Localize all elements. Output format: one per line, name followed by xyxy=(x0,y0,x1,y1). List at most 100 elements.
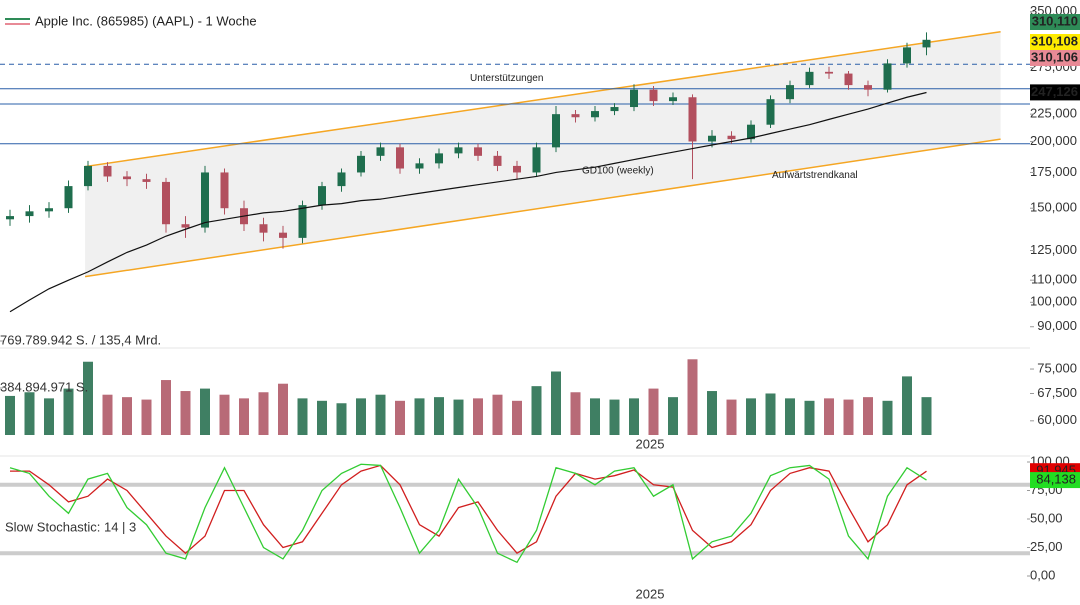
volume-bar xyxy=(473,398,483,435)
volume-bar xyxy=(746,398,756,435)
volume-bar xyxy=(102,394,113,435)
candle-body xyxy=(84,165,92,187)
stoch-tick-label: 0,00 xyxy=(1030,567,1055,582)
volume-bar xyxy=(726,399,737,435)
volume-bar xyxy=(785,398,795,435)
stoch-tick-label: 25,00 xyxy=(1030,539,1063,554)
volume-bar xyxy=(200,388,210,435)
candle-body xyxy=(396,147,404,169)
y-tick-label: 200,000 xyxy=(1030,133,1077,148)
candle-body xyxy=(45,208,53,212)
volume-bar xyxy=(414,398,425,435)
candle-body xyxy=(474,147,482,156)
candle-body xyxy=(493,155,502,166)
candle-body xyxy=(6,216,14,220)
volume-bar xyxy=(83,361,93,435)
volume-bar xyxy=(492,394,503,435)
y-tick-label: 75,000 xyxy=(1037,360,1077,375)
candle-body xyxy=(142,179,151,182)
volume-bar xyxy=(258,392,269,435)
price-label: 310,108 xyxy=(1031,33,1078,48)
volume-bar xyxy=(609,399,620,435)
y-tick-label: 150,000 xyxy=(1030,200,1077,215)
stoch-line xyxy=(9,463,927,564)
candle-body xyxy=(864,85,872,90)
volume-bar xyxy=(824,398,834,435)
volume-bar xyxy=(375,394,386,435)
volume-bar xyxy=(765,393,776,435)
volume-bar xyxy=(902,376,912,435)
candle-body xyxy=(220,172,229,209)
x-axis-label: 2025 xyxy=(636,436,665,451)
ma-label: GD100 (weekly) xyxy=(582,166,654,177)
y-tick-label: 225,000 xyxy=(1030,106,1077,121)
candle-body xyxy=(903,47,911,64)
channel-area xyxy=(85,31,1001,277)
volume-bar xyxy=(278,383,288,435)
candle-body xyxy=(610,107,619,112)
candle-body xyxy=(357,155,365,173)
volume-bar xyxy=(5,395,15,435)
volume-bar xyxy=(336,403,347,435)
price-label: 247,126 xyxy=(1031,84,1078,99)
volume-bar xyxy=(161,380,171,435)
candle-body xyxy=(201,172,209,228)
stoch-value-box xyxy=(1030,472,1080,489)
volume-bar xyxy=(687,359,698,435)
volume-bar xyxy=(395,400,405,435)
volume-bar xyxy=(24,392,35,435)
price-label: 310,106 xyxy=(1031,49,1078,64)
candle-body xyxy=(786,85,794,100)
candle-body xyxy=(259,224,268,233)
candle-body xyxy=(454,147,463,154)
y-tick-label: 67,500 xyxy=(1037,385,1077,400)
candle-body xyxy=(825,71,833,74)
candle-body xyxy=(844,73,853,86)
y-tick-label: 90,000 xyxy=(1037,318,1077,333)
candle-body xyxy=(64,186,73,209)
chart-title: Apple Inc. (865985) (AAPL) - 1 Woche xyxy=(35,13,257,28)
candle-body xyxy=(591,111,599,118)
candle-body xyxy=(649,89,658,102)
price-label-box xyxy=(1030,14,1080,30)
volume-bar xyxy=(44,398,54,435)
candle-body xyxy=(766,99,775,125)
volume-bar xyxy=(453,399,464,435)
y-tick-label: 60,000 xyxy=(1037,412,1077,427)
stoch-value-label: 84,138 xyxy=(1036,472,1076,487)
volume-bar xyxy=(239,398,249,435)
price-label-box xyxy=(1030,84,1080,101)
volume-bar xyxy=(512,400,522,435)
price-label-box xyxy=(1030,50,1080,66)
volume-bar xyxy=(317,400,327,435)
volume-bar xyxy=(219,394,230,435)
candle-body xyxy=(532,147,541,173)
candle-body xyxy=(298,205,307,238)
volume-bar xyxy=(921,397,932,435)
volume-bar xyxy=(707,391,717,435)
stoch-title: Slow Stochastic: 14 | 3 xyxy=(5,519,136,534)
candle-body xyxy=(883,63,892,90)
candle-body xyxy=(727,135,736,140)
candle-body xyxy=(630,89,638,108)
channel-label: Aufwärtstrendkanal xyxy=(772,170,858,181)
channel-line xyxy=(84,138,1001,278)
volume-bar xyxy=(570,392,581,435)
y-tick-label: 175,000 xyxy=(1030,164,1077,179)
volume-bar xyxy=(804,400,815,435)
candle-body xyxy=(123,176,131,180)
volume-bar xyxy=(434,397,444,435)
volume-bar xyxy=(141,399,152,435)
candle-body xyxy=(513,165,521,173)
volume-tick-label: 769.789.942 S. / 135,4 Mrd. xyxy=(0,332,161,347)
y-tick-label: 125,000 xyxy=(1030,242,1077,257)
volume-bar xyxy=(180,391,191,435)
stoch-tick-label: 50,00 xyxy=(1030,510,1063,525)
volume-bar xyxy=(863,397,873,435)
volume-bar xyxy=(63,388,74,435)
candle-body xyxy=(415,163,424,169)
candle-body xyxy=(688,97,697,142)
price-label: 310,110 xyxy=(1032,13,1078,28)
volume-bar xyxy=(122,397,132,435)
